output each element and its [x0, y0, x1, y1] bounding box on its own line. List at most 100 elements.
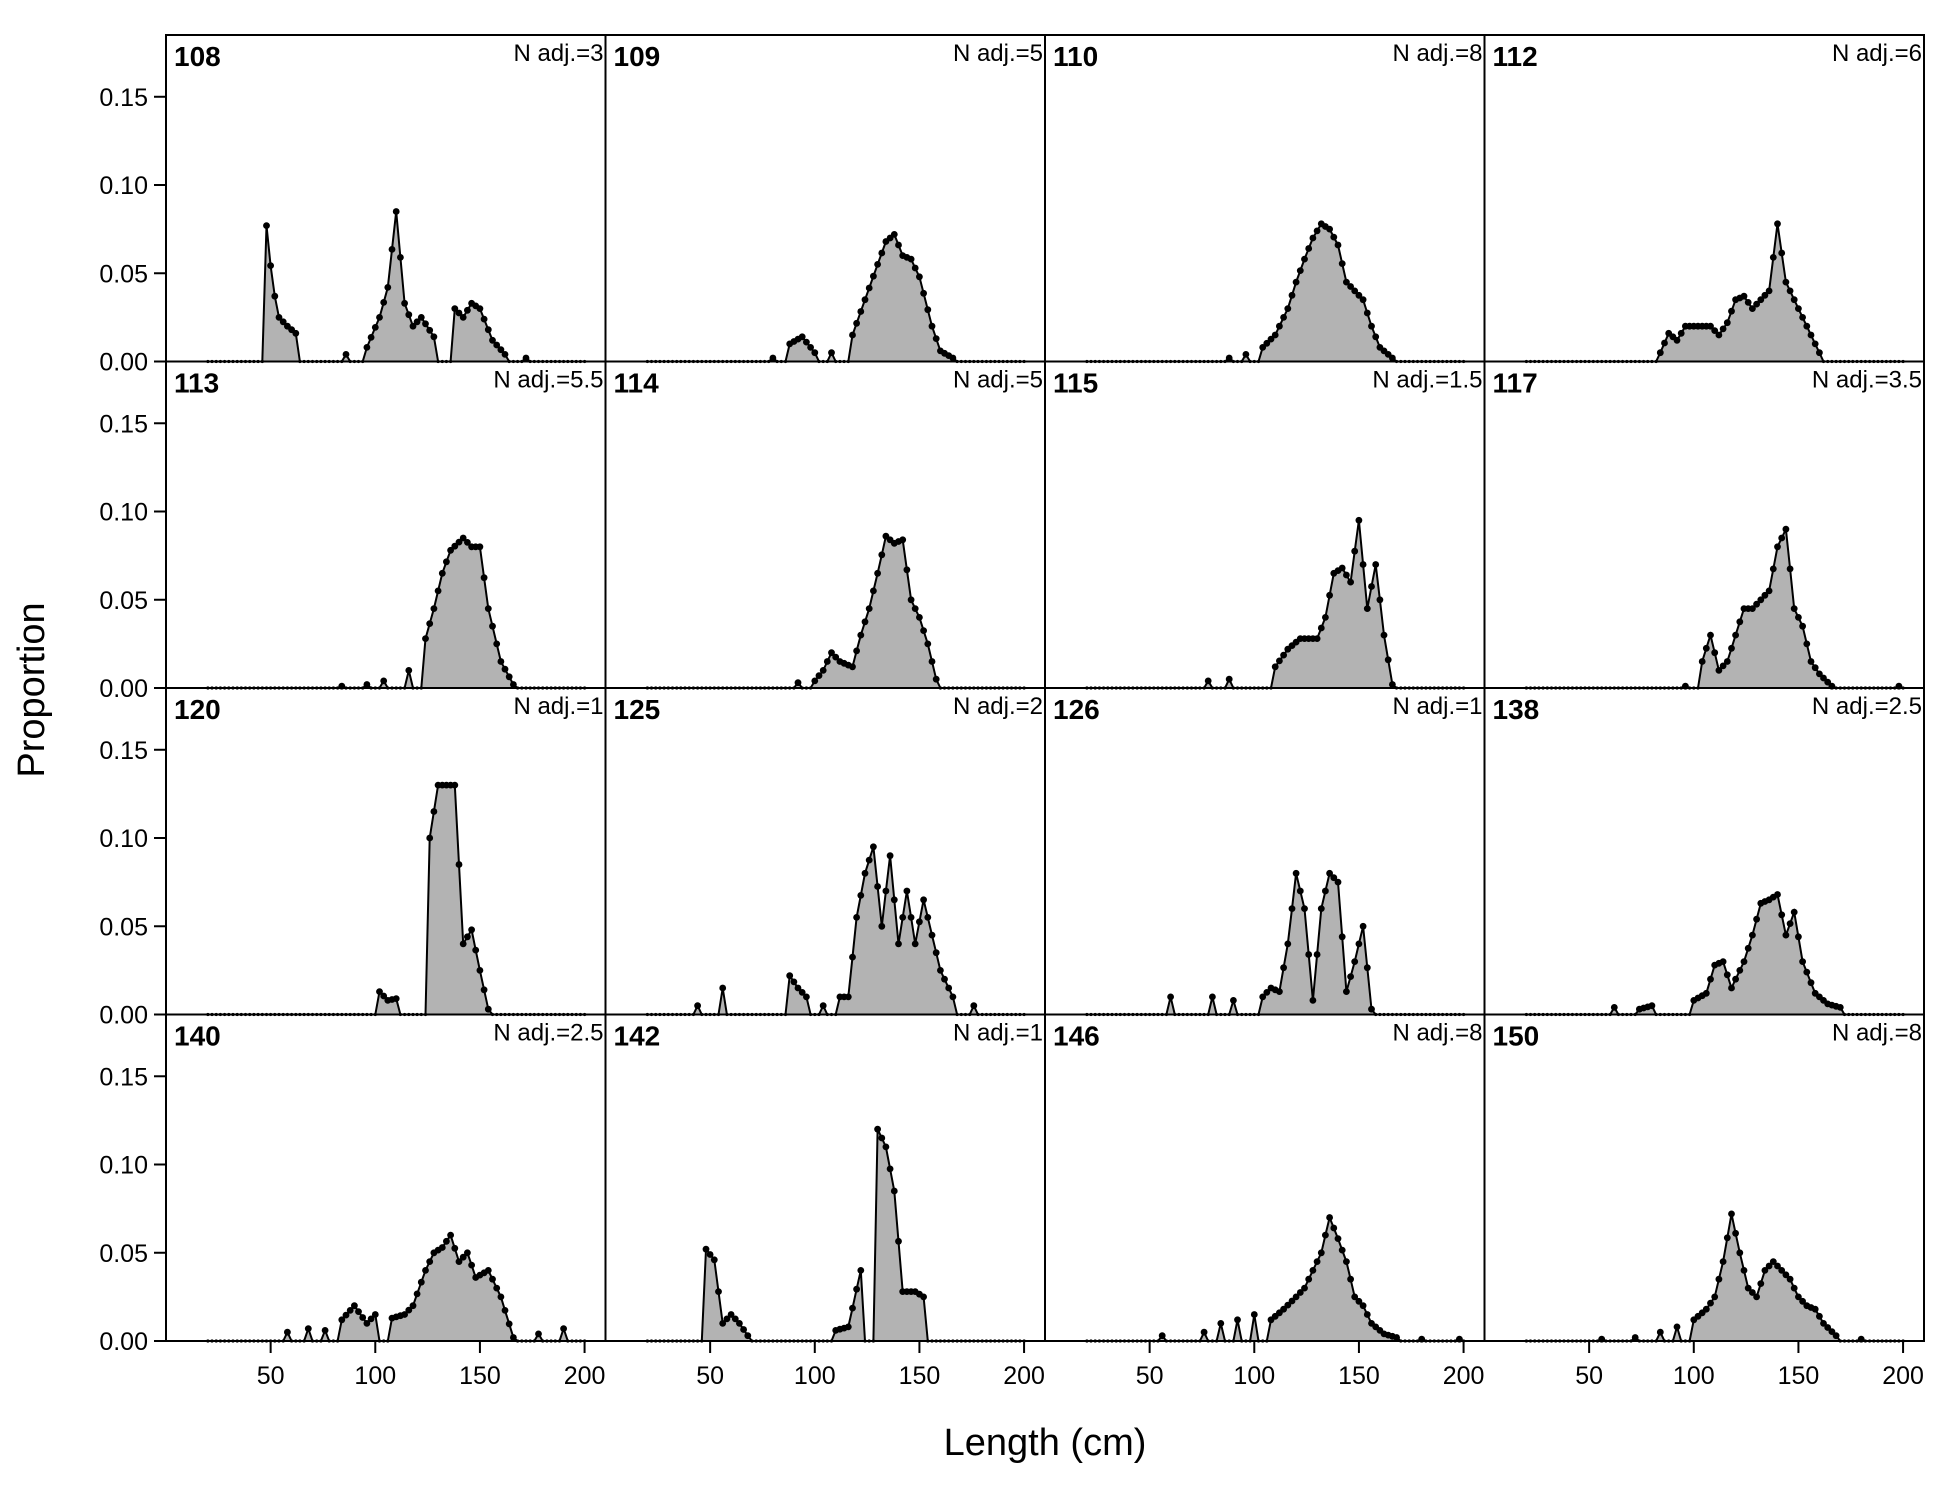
- data-point: [899, 914, 907, 921]
- y-tick-label: 0.00: [99, 1002, 148, 1030]
- data-point: [1661, 339, 1668, 347]
- data-point: [849, 953, 856, 961]
- data-point: [1673, 1323, 1681, 1331]
- data-point: [1276, 322, 1283, 330]
- data-point: [1158, 1332, 1166, 1340]
- data-point: [426, 834, 434, 842]
- data-point: [1774, 220, 1781, 228]
- panel-frame: [165, 360, 607, 689]
- data-point: [1807, 979, 1815, 987]
- x-tick-label: 50: [257, 1362, 285, 1390]
- data-point: [1368, 583, 1375, 590]
- data-point: [1322, 887, 1329, 895]
- data-point: [476, 543, 484, 551]
- data-point: [832, 653, 840, 661]
- data-point: [1736, 967, 1744, 974]
- data-point: [1795, 305, 1802, 312]
- data-point: [907, 914, 915, 921]
- data-point: [1836, 1004, 1844, 1011]
- data-point: [1782, 278, 1790, 286]
- data-point: [911, 264, 919, 272]
- data-point: [853, 1285, 860, 1293]
- data-point: [828, 349, 835, 357]
- data-point: [874, 569, 881, 577]
- data-point: [1749, 305, 1756, 312]
- panel-108: 108 N adj.=3: [165, 34, 607, 364]
- panel-114: 114 N adj.=5: [604, 360, 1046, 690]
- panel-frame: [165, 1013, 607, 1342]
- data-point: [1389, 354, 1396, 362]
- x-tick-label: 150: [459, 1362, 501, 1390]
- data-point: [1284, 1301, 1292, 1309]
- data-point: [1728, 644, 1735, 652]
- data-point: [1280, 1305, 1287, 1313]
- x-tick-label: 150: [899, 1362, 941, 1390]
- data-point: [1343, 278, 1350, 286]
- panel-id-label: 125: [614, 694, 661, 725]
- data-point: [455, 1258, 463, 1265]
- panel-id-label: 146: [1053, 1021, 1100, 1052]
- data-point: [346, 1307, 354, 1314]
- data-point: [1790, 1284, 1798, 1292]
- data-point: [941, 975, 948, 983]
- data-point: [1753, 300, 1760, 308]
- data-point: [1326, 1214, 1333, 1221]
- y-tick-label: 0.15: [99, 410, 148, 438]
- data-point: [1732, 975, 1739, 983]
- data-point: [1803, 640, 1811, 648]
- data-point: [1338, 933, 1346, 941]
- data-point: [443, 1237, 450, 1245]
- data-point: [1330, 874, 1338, 882]
- data-point: [719, 984, 727, 992]
- data-point: [1786, 920, 1794, 927]
- data-point: [924, 640, 932, 648]
- data-point: [916, 918, 923, 926]
- data-point: [1790, 605, 1798, 612]
- data-point: [1267, 335, 1275, 343]
- data-point: [882, 887, 890, 895]
- data-point: [355, 1308, 362, 1315]
- data-point: [1778, 249, 1786, 257]
- data-point: [1301, 905, 1308, 912]
- data-point: [464, 539, 471, 546]
- data-point: [505, 1320, 513, 1328]
- data-point: [1301, 255, 1308, 263]
- data-point: [384, 284, 392, 291]
- data-point: [1677, 329, 1685, 337]
- data-point: [702, 1245, 710, 1253]
- data-point: [890, 1187, 898, 1195]
- panel-id-label: 120: [174, 694, 221, 725]
- data-point: [451, 1244, 459, 1252]
- data-point: [1715, 1275, 1723, 1283]
- data-point: [903, 887, 911, 895]
- data-point: [928, 322, 936, 330]
- data-point: [865, 605, 873, 612]
- data-point: [1807, 331, 1815, 339]
- data-point: [1811, 340, 1819, 348]
- data-point: [1811, 664, 1819, 672]
- x-tick-label: 50: [696, 1362, 724, 1390]
- data-point: [1313, 227, 1321, 235]
- n-adj-label: N adj.=8: [1392, 1020, 1482, 1047]
- data-point: [1707, 975, 1714, 983]
- data-point: [857, 308, 865, 315]
- panel-140: 140 N adj.=2.5: [165, 1013, 607, 1343]
- data-point: [1740, 292, 1748, 300]
- n-adj-label: N adj.=5.5: [493, 367, 603, 394]
- y-tick-label: 0.05: [99, 913, 148, 941]
- data-point: [1296, 267, 1304, 274]
- data-point: [455, 538, 463, 546]
- data-point: [321, 1327, 329, 1334]
- data-point: [497, 346, 505, 354]
- data-point: [1778, 1267, 1786, 1274]
- data-point: [1711, 649, 1719, 657]
- data-point: [857, 631, 865, 639]
- panel-110: 110 N adj.=8: [1044, 34, 1486, 364]
- data-point: [413, 1290, 421, 1298]
- panel-117: 117 N adj.=3.5: [1483, 360, 1925, 690]
- data-point: [878, 922, 886, 930]
- series-area-108: [207, 211, 585, 363]
- data-point: [1786, 565, 1794, 573]
- data-point: [1702, 644, 1710, 652]
- data-point: [1707, 322, 1714, 330]
